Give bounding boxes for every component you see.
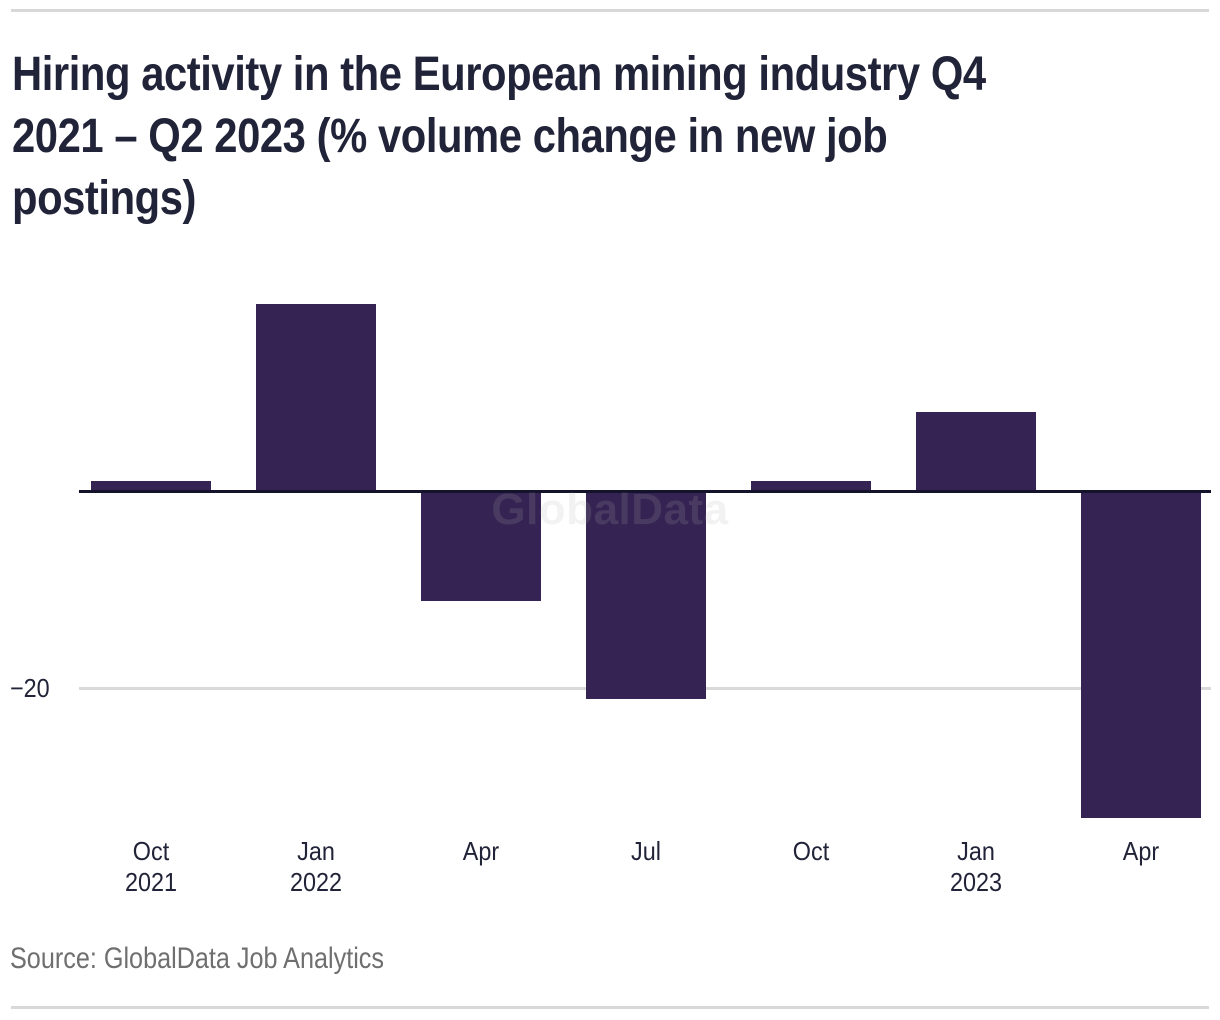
top-divider xyxy=(11,9,1209,12)
x-tick-label-jan-2022: Jan 2022 xyxy=(289,836,343,897)
bar-jul-2022 xyxy=(586,492,706,700)
x-tick-label-jan-2023: Jan 2023 xyxy=(949,836,1003,897)
x-tick-label-apr-2022: Apr xyxy=(462,836,500,866)
x-tick-label-oct-2021: Oct 2021 xyxy=(124,836,178,897)
x-tick-label-oct-2022: Oct xyxy=(792,836,830,866)
x-axis-zero-line xyxy=(79,490,1211,493)
bar-oct-2021 xyxy=(91,481,211,491)
x-tick-label-apr-2023: Apr xyxy=(1122,836,1160,866)
page-title-line-3: postings) xyxy=(12,172,196,225)
page-title-line-2: 2021 – Q2 2023 (% volume change in new j… xyxy=(12,110,888,163)
y-axis-tick-label: −20 xyxy=(10,673,50,703)
bar-oct-2022 xyxy=(751,481,871,491)
page-title: Hiring activity in the European mining i… xyxy=(12,44,986,230)
source-text: Source: GlobalData Job Analytics xyxy=(10,942,385,975)
page-title-line-1: Hiring activity in the European mining i… xyxy=(12,48,986,101)
bottom-divider xyxy=(11,1006,1209,1009)
bar-apr-2023 xyxy=(1081,492,1201,818)
x-tick-label-jul-2022: Jul xyxy=(631,836,661,866)
bar-jan-2023 xyxy=(916,412,1036,491)
bar-jan-2022 xyxy=(256,303,376,491)
bar-apr-2022 xyxy=(421,492,541,601)
